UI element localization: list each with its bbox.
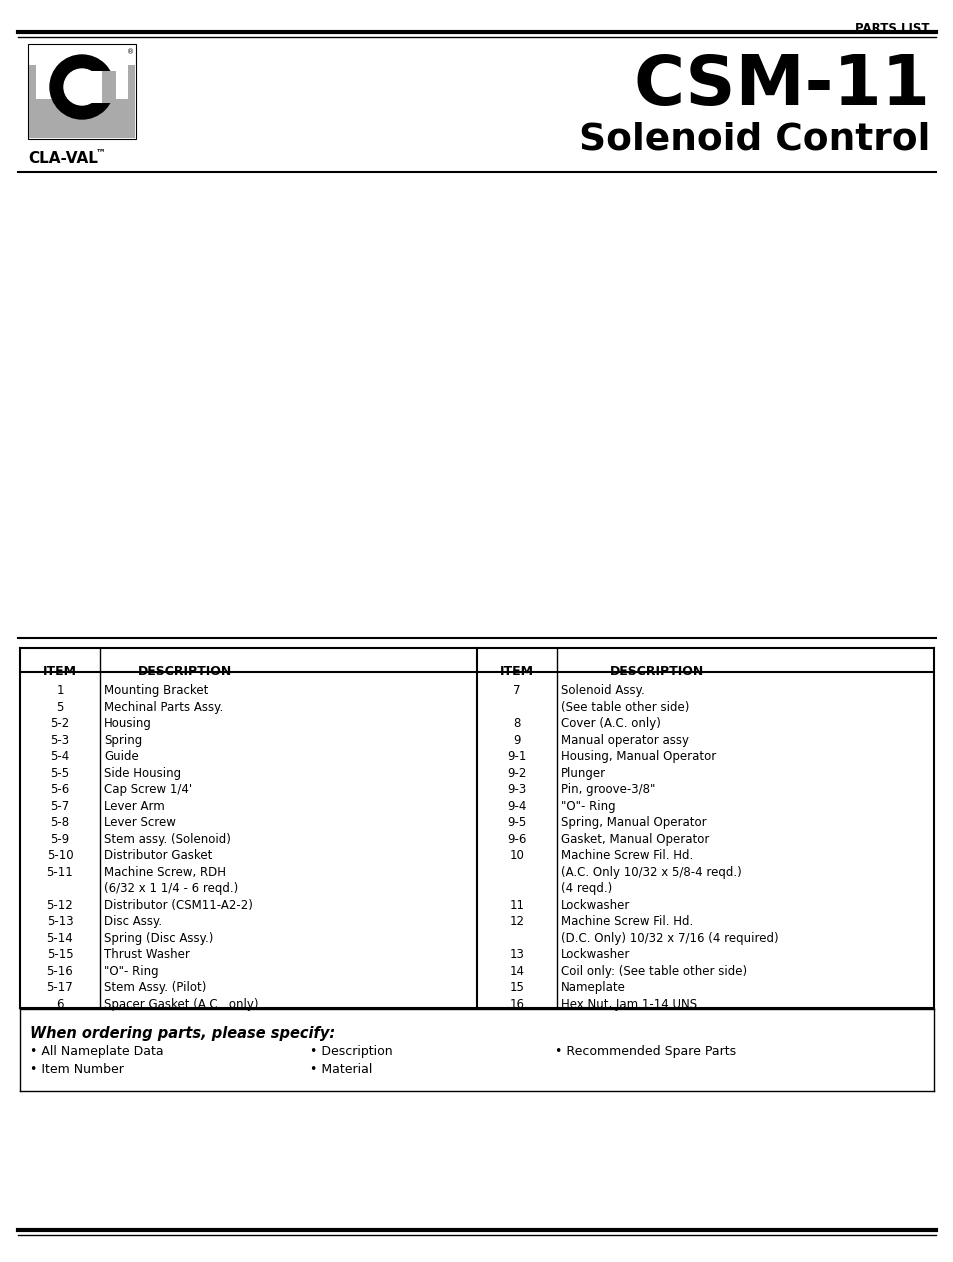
Text: 9: 9 <box>513 734 520 747</box>
Text: 5-4: 5-4 <box>51 751 70 764</box>
Text: Mounting Bracket: Mounting Bracket <box>104 684 208 698</box>
Text: Distributor Gasket: Distributor Gasket <box>104 849 213 862</box>
Text: (6/32 x 1 1/4 - 6 reqd.): (6/32 x 1 1/4 - 6 reqd.) <box>104 882 238 895</box>
Text: Cover (A.C. only): Cover (A.C. only) <box>560 717 660 731</box>
Text: 5-3: 5-3 <box>51 734 70 747</box>
Text: 5-2: 5-2 <box>51 717 70 731</box>
Text: CLA-VAL: CLA-VAL <box>28 151 98 167</box>
Text: Side Housing: Side Housing <box>104 767 181 780</box>
Text: Machine Screw, RDH: Machine Screw, RDH <box>104 866 226 878</box>
Text: Spring: Spring <box>104 734 142 747</box>
Text: 5-7: 5-7 <box>51 800 70 813</box>
Text: 16: 16 <box>509 998 524 1011</box>
Text: 9-3: 9-3 <box>507 784 526 796</box>
Text: 10: 10 <box>509 849 524 862</box>
Text: Hex Nut, Jam 1-14 UNS: Hex Nut, Jam 1-14 UNS <box>560 998 697 1011</box>
Text: Thrust Washer: Thrust Washer <box>104 948 190 962</box>
Text: Lever Arm: Lever Arm <box>104 800 165 813</box>
Text: Plunger: Plunger <box>560 767 605 780</box>
Text: 14: 14 <box>509 965 524 978</box>
Text: 5-8: 5-8 <box>51 817 70 829</box>
Text: 5-6: 5-6 <box>51 784 70 796</box>
Text: 9-6: 9-6 <box>507 833 526 846</box>
Text: 12: 12 <box>509 915 524 929</box>
Text: (4 reqd.): (4 reqd.) <box>560 882 612 895</box>
Text: Solenoid Control: Solenoid Control <box>578 122 929 158</box>
Circle shape <box>50 56 113 119</box>
Text: 5: 5 <box>56 700 64 714</box>
Text: Stem assy. (Solenoid): Stem assy. (Solenoid) <box>104 833 231 846</box>
Text: 5-12: 5-12 <box>47 899 73 912</box>
Text: Housing, Manual Operator: Housing, Manual Operator <box>560 751 716 764</box>
Text: Coil only: (See table other side): Coil only: (See table other side) <box>560 965 746 978</box>
Text: CSM-11: CSM-11 <box>633 52 929 119</box>
Text: Lever Screw: Lever Screw <box>104 817 175 829</box>
Text: Housing: Housing <box>104 717 152 731</box>
Text: 7: 7 <box>513 684 520 698</box>
Text: 6: 6 <box>56 998 64 1011</box>
Text: DESCRIPTION: DESCRIPTION <box>609 665 703 678</box>
Text: Lockwasher: Lockwasher <box>560 948 630 962</box>
Text: Gasket, Manual Operator: Gasket, Manual Operator <box>560 833 709 846</box>
Text: 5-14: 5-14 <box>47 931 73 945</box>
Text: Machine Screw Fil. Hd.: Machine Screw Fil. Hd. <box>560 849 693 862</box>
Text: When ordering parts, please specify:: When ordering parts, please specify: <box>30 1026 335 1041</box>
Text: Disc Assy.: Disc Assy. <box>104 915 162 929</box>
Text: Spring (Disc Assy.): Spring (Disc Assy.) <box>104 931 213 945</box>
Text: Guide: Guide <box>104 751 138 764</box>
Text: ®: ® <box>127 49 133 56</box>
Text: 9-4: 9-4 <box>507 800 526 813</box>
Text: 5-17: 5-17 <box>47 982 73 994</box>
Bar <box>80 71 116 103</box>
Text: • All Nameplate Data: • All Nameplate Data <box>30 1045 164 1058</box>
Text: Manual operator assy: Manual operator assy <box>560 734 688 747</box>
Bar <box>80 71 102 103</box>
Text: Machine Screw Fil. Hd.: Machine Screw Fil. Hd. <box>560 915 693 929</box>
Text: (See table other side): (See table other side) <box>560 700 689 714</box>
Text: 9-2: 9-2 <box>507 767 526 780</box>
Text: ITEM: ITEM <box>43 665 77 678</box>
Text: DESCRIPTION: DESCRIPTION <box>138 665 232 678</box>
Text: 9-5: 9-5 <box>507 817 526 829</box>
Text: 5-10: 5-10 <box>47 849 73 862</box>
Text: ITEM: ITEM <box>499 665 534 678</box>
Text: Spring, Manual Operator: Spring, Manual Operator <box>560 817 706 829</box>
Text: 11: 11 <box>509 899 524 912</box>
Text: 8: 8 <box>513 717 520 731</box>
Text: Pin, groove-3/8": Pin, groove-3/8" <box>560 784 655 796</box>
Text: PARTS LIST: PARTS LIST <box>855 21 929 35</box>
Text: Mechinal Parts Assy.: Mechinal Parts Assy. <box>104 700 223 714</box>
Text: Nameplate: Nameplate <box>560 982 625 994</box>
Text: Solenoid Assy.: Solenoid Assy. <box>560 684 644 698</box>
Text: 5-11: 5-11 <box>47 866 73 878</box>
Text: 1: 1 <box>56 684 64 698</box>
Text: "O"- Ring: "O"- Ring <box>104 965 158 978</box>
Bar <box>36 52 128 98</box>
Text: 5-5: 5-5 <box>51 767 70 780</box>
Text: 13: 13 <box>509 948 524 962</box>
Text: Spacer Gasket (A.C.  only): Spacer Gasket (A.C. only) <box>104 998 258 1011</box>
Circle shape <box>64 69 100 105</box>
Text: 15: 15 <box>509 982 524 994</box>
Text: Cap Screw 1/4': Cap Screw 1/4' <box>104 784 192 796</box>
Bar <box>29 66 135 138</box>
Bar <box>28 44 136 139</box>
Text: • Material: • Material <box>310 1063 372 1076</box>
Text: (A.C. Only 10/32 x 5/8-4 reqd.): (A.C. Only 10/32 x 5/8-4 reqd.) <box>560 866 741 878</box>
Text: • Recommended Spare Parts: • Recommended Spare Parts <box>555 1045 736 1058</box>
Text: (D.C. Only) 10/32 x 7/16 (4 required): (D.C. Only) 10/32 x 7/16 (4 required) <box>560 931 778 945</box>
Text: Distributor (CSM11-A2-2): Distributor (CSM11-A2-2) <box>104 899 253 912</box>
Text: 5-13: 5-13 <box>47 915 73 929</box>
Text: • Description: • Description <box>310 1045 393 1058</box>
Text: 9-1: 9-1 <box>507 751 526 764</box>
Text: 5-16: 5-16 <box>47 965 73 978</box>
Text: Stem Assy. (Pilot): Stem Assy. (Pilot) <box>104 982 206 994</box>
Text: 5-15: 5-15 <box>47 948 73 962</box>
Text: • Item Number: • Item Number <box>30 1063 124 1076</box>
Text: ™: ™ <box>96 146 106 156</box>
Text: 5-9: 5-9 <box>51 833 70 846</box>
Text: Lockwasher: Lockwasher <box>560 899 630 912</box>
Text: "O"- Ring: "O"- Ring <box>560 800 615 813</box>
